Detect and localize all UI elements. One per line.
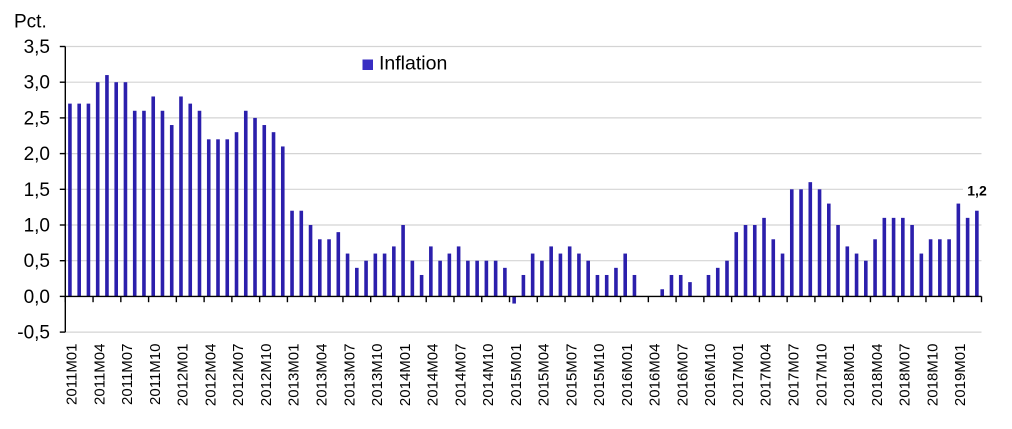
svg-text:1,5: 1,5 — [24, 180, 50, 201]
svg-text:2011M07: 2011M07 — [119, 344, 136, 405]
svg-text:2013M07: 2013M07 — [341, 344, 358, 407]
svg-text:3,5: 3,5 — [24, 37, 50, 58]
svg-text:2011M10: 2011M10 — [147, 344, 164, 405]
svg-text:0,5: 0,5 — [24, 251, 50, 272]
svg-text:2018M04: 2018M04 — [869, 344, 886, 407]
svg-text:2016M04: 2016M04 — [647, 344, 664, 407]
svg-text:2017M10: 2017M10 — [813, 344, 830, 407]
svg-text:2017M07: 2017M07 — [785, 344, 802, 407]
svg-text:2019M01: 2019M01 — [952, 344, 969, 407]
svg-text:2015M01: 2015M01 — [508, 344, 525, 407]
svg-text:1,2: 1,2 — [967, 183, 987, 199]
svg-text:2,5: 2,5 — [24, 108, 50, 129]
svg-text:2012M04: 2012M04 — [202, 344, 219, 407]
svg-text:2014M07: 2014M07 — [452, 344, 469, 407]
svg-text:0,0: 0,0 — [24, 287, 50, 308]
svg-text:2014M01: 2014M01 — [397, 344, 414, 407]
svg-text:2013M04: 2013M04 — [314, 344, 331, 407]
svg-text:2012M07: 2012M07 — [230, 344, 247, 407]
svg-text:Pct.: Pct. — [14, 12, 47, 33]
svg-text:2016M07: 2016M07 — [674, 344, 691, 407]
svg-text:2013M10: 2013M10 — [369, 344, 386, 407]
svg-text:2014M04: 2014M04 — [425, 344, 442, 407]
svg-text:2011M04: 2011M04 — [91, 344, 108, 405]
svg-text:-0,5: -0,5 — [17, 323, 50, 344]
svg-text:3,0: 3,0 — [24, 73, 50, 94]
svg-text:2015M10: 2015M10 — [591, 344, 608, 407]
svg-text:2012M01: 2012M01 — [175, 344, 192, 407]
svg-text:1,0: 1,0 — [24, 216, 50, 237]
svg-text:2,0: 2,0 — [24, 144, 50, 165]
svg-text:2018M01: 2018M01 — [841, 344, 858, 407]
svg-text:2012M10: 2012M10 — [258, 344, 275, 407]
svg-text:2017M01: 2017M01 — [730, 344, 747, 407]
svg-text:2015M07: 2015M07 — [563, 344, 580, 407]
svg-text:2018M07: 2018M07 — [897, 344, 914, 407]
svg-text:2017M04: 2017M04 — [758, 344, 775, 407]
svg-text:2014M10: 2014M10 — [480, 343, 497, 406]
svg-text:2013M01: 2013M01 — [286, 344, 303, 407]
svg-text:2016M10: 2016M10 — [702, 344, 719, 407]
svg-text:Inflation: Inflation — [379, 53, 447, 75]
svg-text:2016M01: 2016M01 — [619, 344, 636, 407]
svg-text:2015M04: 2015M04 — [536, 344, 553, 407]
svg-text:2018M10: 2018M10 — [924, 344, 941, 407]
svg-text:2011M01: 2011M01 — [64, 344, 81, 405]
